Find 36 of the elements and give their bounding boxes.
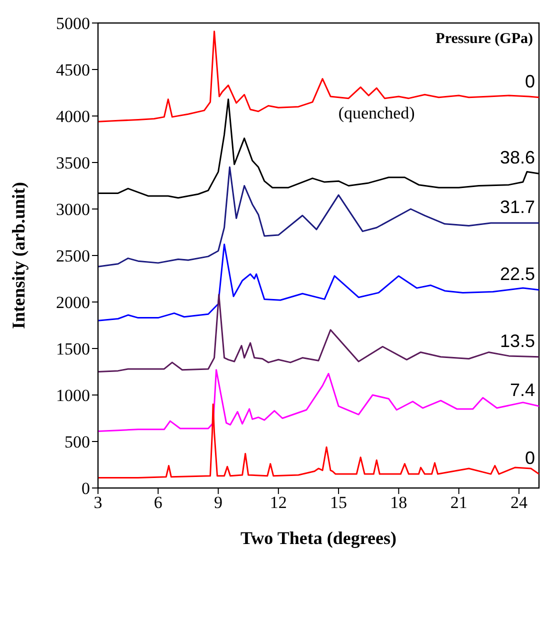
x-tick-label: 9 <box>214 493 223 512</box>
y-tick-label: 3000 <box>56 200 90 220</box>
series-label: 31.7 <box>500 196 535 217</box>
x-tick-label: 6 <box>154 493 162 512</box>
line-series <box>98 30 539 122</box>
y-tick-label: 0 <box>82 479 90 498</box>
y-tick-label: 500 <box>64 432 90 452</box>
line-series <box>98 244 539 322</box>
series-label: 13.5 <box>500 330 535 351</box>
line-series <box>98 369 539 432</box>
legend-title: Pressure (GPa) <box>436 31 533 47</box>
y-tick-label: 2000 <box>56 293 90 312</box>
x-tick-label: 24 <box>510 493 528 512</box>
series-label: 0 <box>524 448 535 468</box>
x-axis-title: Two Theta (degrees) <box>240 528 396 548</box>
series-label: 7.4 <box>510 380 535 400</box>
x-tick-label: 3 <box>94 493 102 512</box>
series-label: 0 <box>524 71 535 92</box>
annotation: (quenched) <box>338 103 415 122</box>
line-series <box>98 404 539 479</box>
y-tick-label: 5000 <box>56 14 90 34</box>
line-series <box>98 166 539 268</box>
series-label: 22.5 <box>500 264 535 284</box>
x-tick-label: 18 <box>390 493 408 512</box>
x-tick-label: 15 <box>330 493 348 512</box>
y-tick-label: 2500 <box>56 246 90 266</box>
line-series <box>98 294 539 372</box>
series-label: 38.6 <box>500 148 535 168</box>
x-tick-label: 21 <box>450 493 468 512</box>
y-tick-label: 4000 <box>56 107 90 126</box>
y-axis-title: Intensity (arb.unit) <box>8 182 28 330</box>
x-tick-label: 12 <box>270 493 287 512</box>
y-tick-label: 1000 <box>56 386 90 406</box>
y-tick-label: 1500 <box>56 340 90 359</box>
y-tick-label: 4500 <box>56 60 90 80</box>
y-tick-label: 3500 <box>56 154 90 173</box>
